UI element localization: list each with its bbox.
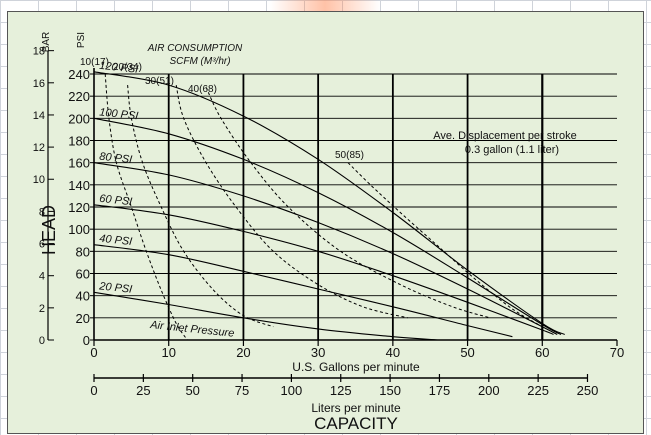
pressure-curve-label: 120 PSI — [99, 60, 139, 76]
tick-label-y-psi: 140 — [68, 178, 90, 193]
air-consumption-title: AIR CONSUMPTION — [147, 43, 243, 54]
tick-label-x-gpm: 10 — [161, 345, 175, 360]
tick-label-y-bar: 16 — [33, 78, 45, 90]
tick-label-y-psi: 120 — [68, 200, 90, 215]
tick-label-x-gpm: 30 — [311, 345, 325, 360]
tick-label-x-lpm: 175 — [429, 383, 451, 398]
y-unit-psi: PSI — [76, 32, 87, 48]
tick-label-x-lpm: 225 — [527, 383, 549, 398]
pressure-curve-label: 60 PSI — [99, 193, 133, 208]
tick-label-y-bar: 2 — [39, 303, 45, 315]
tick-label-y-bar: 8 — [39, 206, 45, 218]
tick-label-y-psi: 220 — [68, 89, 90, 104]
tick-label-x-lpm: 125 — [330, 383, 352, 398]
tick-label-y-bar: 4 — [39, 271, 45, 283]
tick-label-x-lpm: 25 — [136, 383, 150, 398]
tick-label-y-bar: 12 — [33, 142, 45, 154]
tick-label-y-psi: 160 — [68, 156, 90, 171]
air-consumption-curve — [175, 84, 408, 319]
tick-label-x-lpm: 150 — [379, 383, 401, 398]
tick-label-x-gpm: 50 — [460, 345, 474, 360]
tick-label-y-psi: 100 — [68, 222, 90, 237]
tick-label-x-lpm: 200 — [478, 383, 500, 398]
y-axis-label: HEAD — [39, 205, 59, 255]
x-axis-label-lpm: Liters per minute — [311, 401, 401, 415]
tick-label-y-psi: 240 — [68, 67, 90, 82]
pressure-curve — [93, 244, 513, 338]
tick-label-y-psi: 80 — [76, 244, 90, 259]
air-inlet-pressure-label: Air Inlet Pressure — [149, 319, 235, 340]
tick-label-y-bar: 18 — [33, 46, 45, 58]
air-consumption-label: 20(34) — [113, 62, 142, 73]
tick-label-x-lpm: 75 — [235, 383, 249, 398]
tick-label-x-lpm: 0 — [90, 383, 97, 398]
air-consumption-curve — [347, 162, 543, 328]
air-consumption-label: 10(17) — [80, 57, 109, 68]
air-consumption-curve — [205, 87, 491, 319]
watermark-mark — [270, 0, 380, 14]
pressure-curve — [93, 117, 562, 335]
tick-label-y-psi: 200 — [68, 111, 90, 126]
x-axis-title: CAPACITY — [314, 414, 398, 433]
y-unit-bar: BAR — [41, 32, 52, 53]
chart-axes: 0 10 20 30 40 50 60 700 25 50 75 100 125 150 175 200 225… — [33, 46, 624, 398]
air-consumption-curve — [104, 73, 188, 341]
pressure-curve — [93, 162, 558, 335]
pressure-curve — [93, 71, 565, 335]
air-consumption-units: SCFM (M³/hr) — [169, 56, 230, 67]
tick-label-y-psi: 40 — [76, 289, 90, 304]
tick-label-y-psi: 60 — [76, 267, 90, 282]
tick-label-y-bar: 10 — [33, 174, 45, 186]
displacement-line2: 0.3 gallon (1.1 liter) — [465, 144, 559, 156]
tick-label-x-lpm: 50 — [185, 383, 199, 398]
tick-label-x-gpm: 0 — [90, 345, 97, 360]
tick-label-x-lpm: 250 — [577, 383, 599, 398]
pressure-curve — [93, 291, 438, 341]
air-consumption-label: 40(68) — [188, 84, 217, 95]
tick-label-y-psi: 20 — [76, 311, 90, 326]
pressure-curve-label: 20 PSI — [98, 280, 133, 295]
chart-panel — [7, 11, 644, 434]
tick-label-y-bar: 6 — [39, 239, 45, 251]
tick-label-y-psi: 0 — [83, 333, 90, 348]
tick-label-y-bar: 0 — [39, 335, 45, 347]
tick-label-x-gpm: 70 — [610, 345, 624, 360]
plot-gridlines — [94, 73, 617, 340]
x-axis-label-gpm: U.S. Gallons per minute — [292, 360, 420, 374]
tick-label-y-psi: 180 — [68, 134, 90, 149]
pressure-curve-label: 40 PSI — [99, 233, 133, 248]
tick-label-x-gpm: 20 — [236, 345, 250, 360]
pressure-curve — [93, 204, 554, 336]
tick-label-y-bar: 14 — [33, 110, 45, 122]
tick-label-x-lpm: 100 — [281, 383, 303, 398]
air-consumption-label: 50(85) — [335, 150, 364, 161]
tick-label-x-gpm: 40 — [386, 345, 400, 360]
air-consumption-curve — [127, 85, 274, 328]
tick-label-x-gpm: 60 — [535, 345, 549, 360]
air-consumption-label: 30(51) — [145, 76, 174, 87]
displacement-line1: Ave. Displacement per stroke — [433, 130, 576, 142]
